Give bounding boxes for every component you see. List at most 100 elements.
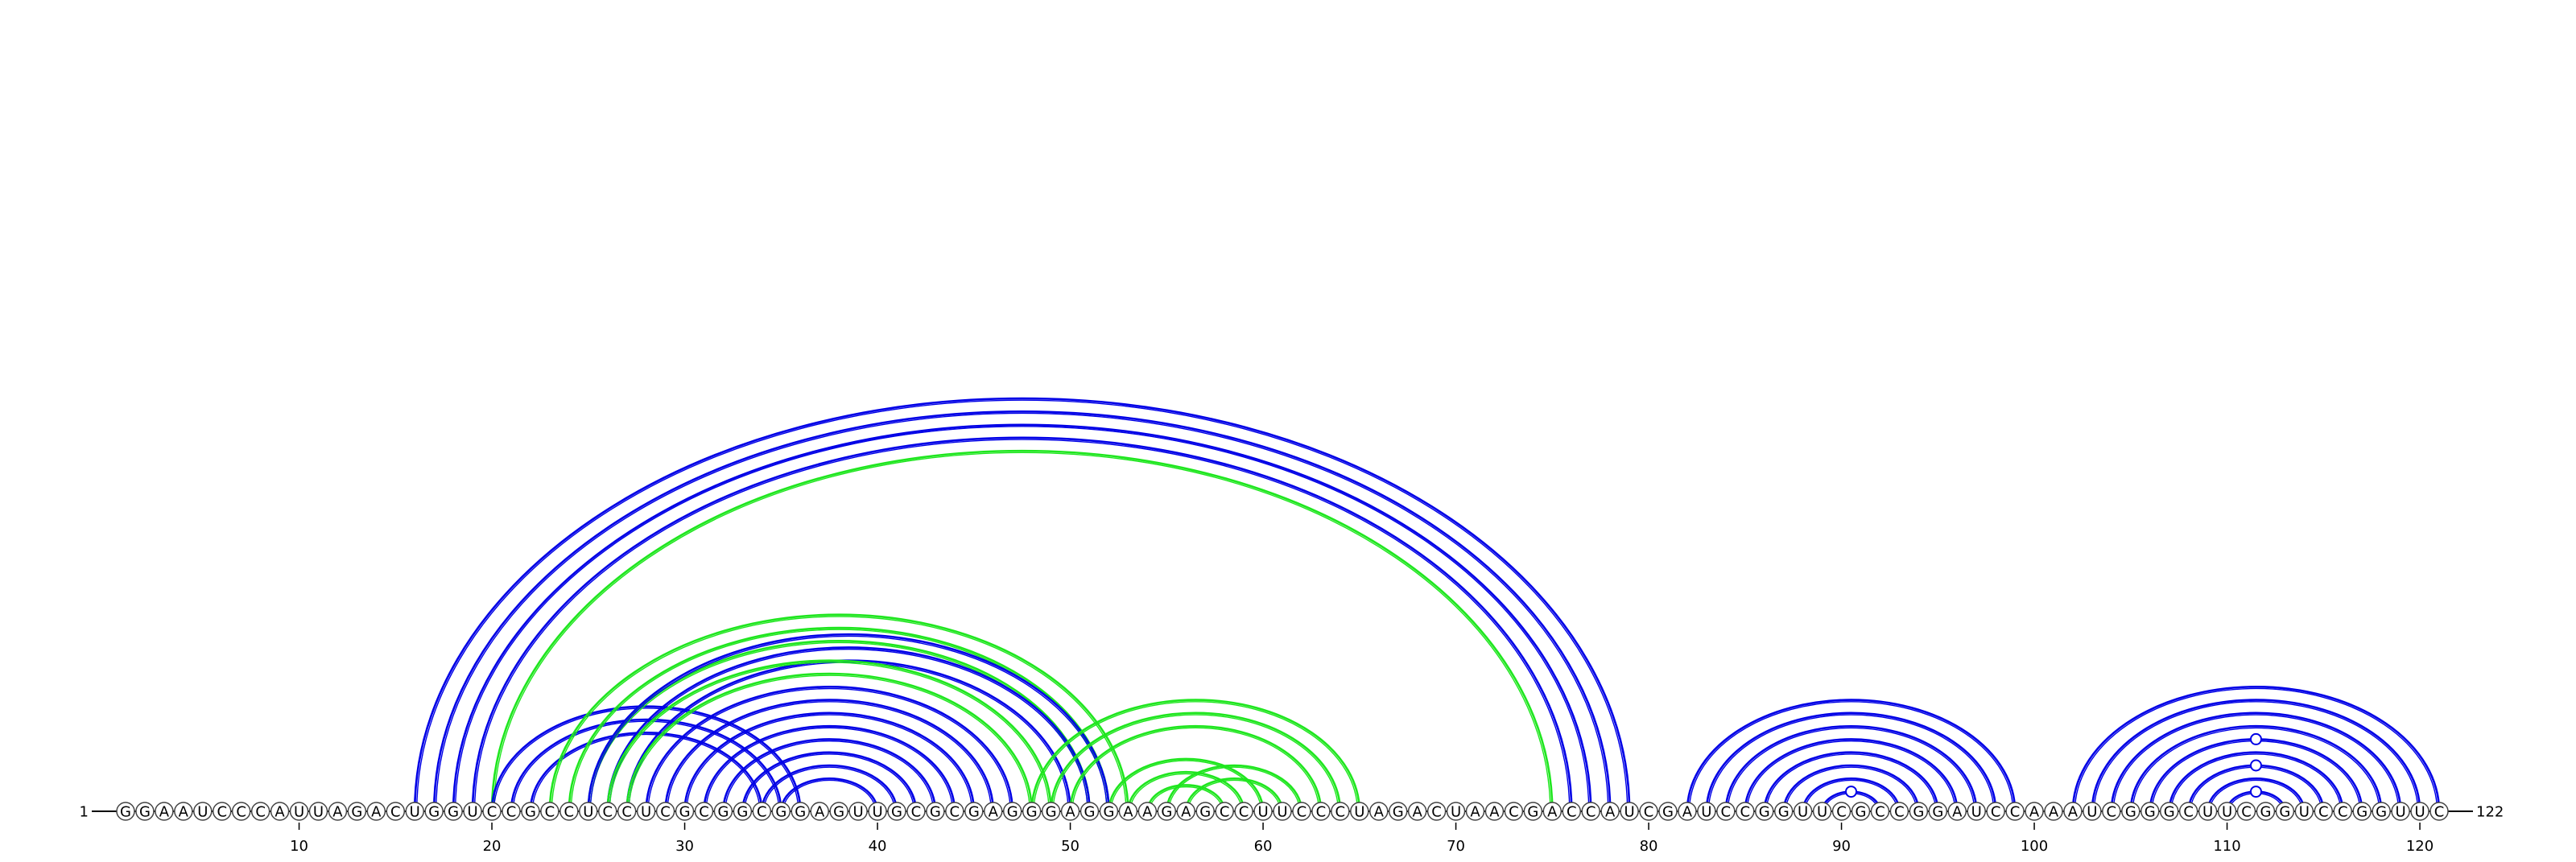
nucleotide-letter: C [2183, 804, 2194, 821]
pair-arc [1166, 764, 1303, 812]
nucleotide-circle [135, 802, 155, 821]
nucleotide-circle [713, 802, 733, 821]
pair-arc-inner [2112, 714, 2400, 812]
nucleotide-circle [2236, 802, 2256, 821]
nucleotide-circle [2314, 802, 2334, 821]
nucleotide-circle [424, 802, 444, 821]
nucleotide-letter: C [2434, 804, 2445, 821]
nucleotide-circle [463, 802, 482, 821]
nucleotide-circle [2372, 802, 2391, 821]
nucleotide-letter: U [583, 804, 593, 821]
nucleotide-circle [231, 802, 251, 821]
nucleotide-letter: C [236, 804, 246, 821]
nucleotide-letter: U [1701, 804, 1711, 821]
pair-arc [2091, 699, 2421, 812]
pair-arc-inner [628, 674, 1030, 812]
nucleotide-letter: G [1103, 804, 1114, 821]
pair-arc-inner [1129, 773, 1243, 812]
arc-marker [1845, 786, 1858, 798]
nucleotide-letter: G [2125, 804, 2136, 821]
nucleotide-letter: G [2376, 804, 2387, 821]
pair-arc [432, 410, 1612, 812]
pair-arc-inner [1033, 701, 1358, 812]
nucleotide-circle [2217, 802, 2237, 821]
pair-arc [548, 613, 1129, 812]
nucleotide-circle [270, 802, 290, 821]
nucleotide-circle [1369, 802, 1389, 821]
pair-arc-inner [782, 779, 877, 812]
nucleotide-letter: C [1836, 804, 1847, 821]
pair-arc [1744, 738, 1959, 812]
nucleotide-circle [1620, 802, 1639, 821]
pair-arc-inner [1707, 714, 1995, 812]
nucleotide-letter: G [1393, 804, 1404, 821]
pair-arc-inner [1765, 753, 1937, 812]
arc-marker [2249, 786, 2262, 798]
nucleotide-circle [1947, 802, 1967, 821]
nucleotide-circle [1542, 802, 1563, 821]
pair-arc [529, 731, 763, 812]
arc-marker [2249, 732, 2262, 745]
nucleotide-circle [174, 802, 193, 821]
nucleotide-letter: A [2068, 804, 2079, 821]
nucleotide-letter: C [1509, 804, 1519, 821]
nucleotide-circle [1639, 802, 1658, 821]
nucleotide-letter: A [1123, 804, 1133, 821]
nucleotide-circle [598, 802, 617, 821]
nucleotide-letter: A [371, 804, 382, 821]
nucleotide-letter: C [545, 804, 555, 821]
pair-arc-inner [473, 439, 1571, 812]
nucleotide-circle [1022, 802, 1042, 821]
nucleotide-letter: C [1644, 804, 1654, 821]
nucleotide-circle [1600, 802, 1620, 821]
pair-arc-inner [1187, 779, 1282, 812]
nucleotide-circle [810, 802, 829, 821]
nucleotide-letter: C [911, 804, 922, 821]
nucleotide-circle [482, 802, 502, 821]
nucleotide-circle [1388, 802, 1408, 821]
nucleotide-circle [347, 802, 367, 821]
nucleotide-circle [405, 802, 424, 821]
nucleotide-letter: A [275, 804, 285, 821]
nucleotide-letter: C [2107, 804, 2117, 821]
nucleotide-letter: G [1662, 804, 1674, 821]
pair-arc [2149, 738, 2363, 812]
nucleotide-circle [579, 802, 598, 821]
tick-label: 90 [1832, 838, 1851, 855]
nucleotide-letter: A [989, 804, 999, 821]
nucleotide-circle [1350, 802, 1369, 821]
nucleotide-circle [1195, 802, 1215, 821]
nucleotide-circle [1080, 802, 1100, 821]
nucleotide-letter: U [2087, 804, 2097, 821]
nucleotide-circle [155, 802, 174, 821]
nucleotide-circle [868, 802, 887, 821]
nucleotide-letter: A [1470, 804, 1480, 821]
nucleotide-letter: C [1335, 804, 1346, 821]
pair-arc [761, 764, 898, 812]
nucleotide-circle [1755, 802, 1774, 821]
nucleotide-circle [1002, 802, 1022, 821]
nucleotide-circle [617, 802, 637, 821]
nucleotide-letter: A [1682, 804, 1693, 821]
nucleotide-letter: G [2164, 804, 2175, 821]
pair-arc-inner [724, 740, 935, 812]
nucleotide-letter: U [2202, 804, 2213, 821]
pair-arc [625, 672, 1033, 812]
nucleotide-letter: A [1547, 804, 1558, 821]
nucleotide-circle [1407, 802, 1427, 821]
nucleotide-circle [2159, 802, 2179, 821]
pair-arc [606, 659, 1052, 812]
nucleotide-circle [1678, 802, 1697, 821]
nucleotide-letter: U [2414, 804, 2425, 821]
nucleotide-letter: A [2029, 804, 2040, 821]
pair-arc-inner [1688, 701, 2014, 812]
nucleotide-circle [444, 802, 463, 821]
nucleotide-letter: G [775, 804, 786, 821]
nucleotide-letter: U [313, 804, 324, 821]
nucleotide-letter: G [351, 804, 362, 821]
nucleotide-circle [2429, 802, 2449, 821]
nucleotide-circle [2083, 802, 2102, 821]
pair-arc-inner [705, 727, 954, 812]
nucleotide-letter: C [1740, 804, 1751, 821]
nucleotide-circle [289, 802, 309, 821]
